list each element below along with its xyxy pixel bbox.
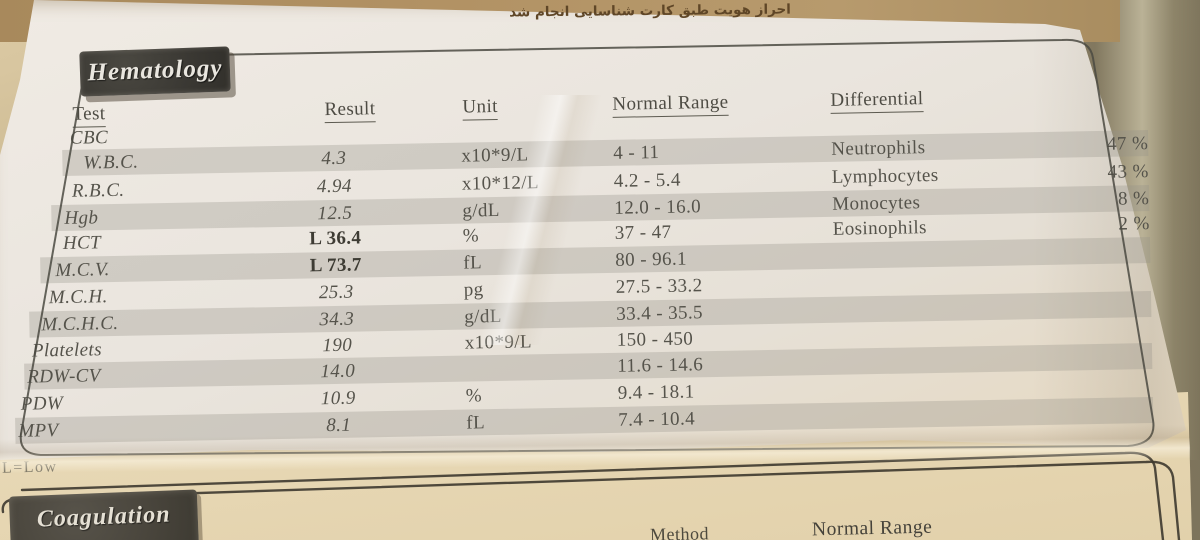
coagulation-section-header: Coagulation bbox=[8, 489, 200, 540]
hematology-section-header: Hematology bbox=[79, 46, 231, 97]
